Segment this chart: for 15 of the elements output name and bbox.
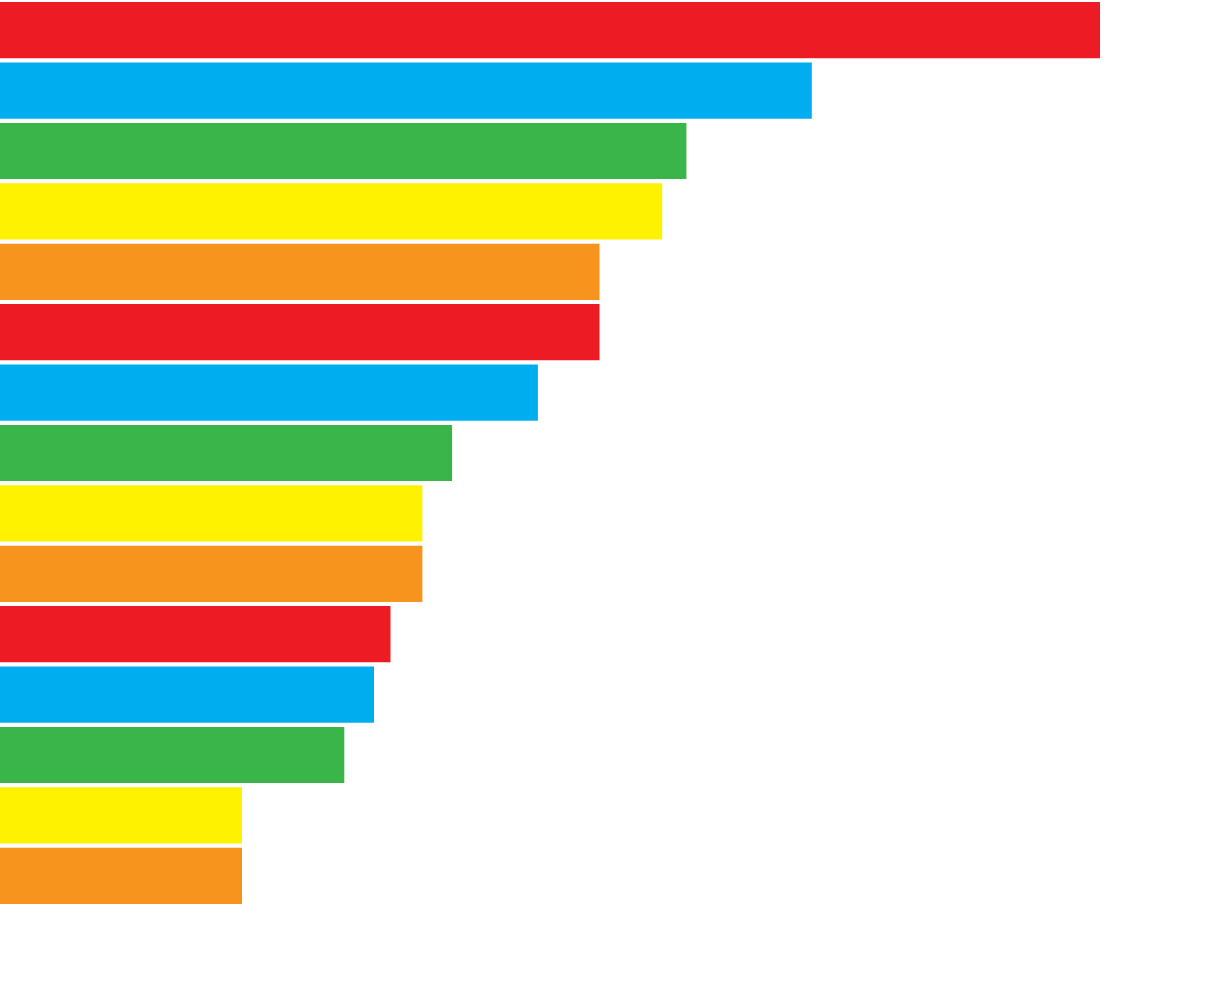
bar xyxy=(0,364,538,421)
bar xyxy=(0,424,453,482)
bar xyxy=(0,304,600,361)
bar xyxy=(0,606,391,663)
bar xyxy=(0,243,600,300)
bar xyxy=(0,2,1100,59)
bar xyxy=(0,183,663,240)
bar xyxy=(0,485,423,542)
bar xyxy=(0,787,242,844)
bar xyxy=(0,847,242,904)
bar xyxy=(0,545,423,602)
bar xyxy=(0,62,812,119)
bar xyxy=(0,726,345,784)
bar xyxy=(0,666,374,723)
bar xyxy=(0,122,687,180)
